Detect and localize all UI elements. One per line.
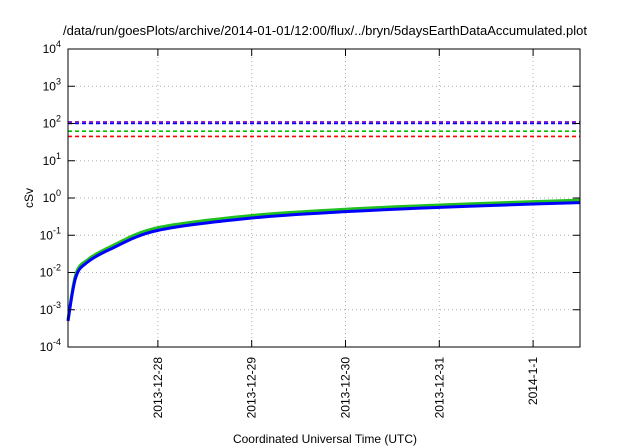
y-tick-label: 104	[43, 39, 61, 56]
y-tick-label: 103	[43, 76, 61, 93]
y-tick-exponent: -2	[53, 263, 61, 273]
y-tick-exponent: -1	[53, 225, 61, 235]
series-layer	[66, 198, 581, 322]
x-tick-label: 2013-12-29	[245, 357, 259, 419]
y-tick-label: 102	[43, 114, 61, 131]
y-tick-label: 100	[43, 188, 61, 205]
grid	[68, 49, 580, 347]
x-tick-label: 2013-12-31	[432, 357, 446, 419]
series-line	[66, 201, 581, 322]
x-axis: 2013-12-28 2013-12-29 2013-12-30 2013-12-31…	[151, 49, 540, 418]
y-tick-label: 101	[43, 151, 61, 168]
y-tick-base: 10	[40, 303, 54, 317]
y-tick-base: 10	[43, 42, 57, 56]
y-tick-exponent: 1	[56, 151, 61, 161]
x-tick-label: 2013-12-28	[151, 357, 165, 419]
x-axis-label: Coordinated Universal Time (UTC)	[233, 432, 417, 446]
y-tick-label: 10-3	[40, 300, 61, 317]
y-tick-base: 10	[43, 79, 57, 93]
y-tick-base: 10	[40, 266, 54, 280]
y-tick-exponent: 4	[56, 39, 61, 49]
y-tick-exponent: 2	[56, 114, 61, 124]
y-tick-base: 10	[43, 117, 57, 131]
y-tick-label: 10-1	[40, 225, 61, 242]
y-tick-base: 10	[43, 191, 57, 205]
y-tick-exponent: -4	[53, 337, 61, 347]
x-tick-label: 2014-1-1	[526, 357, 540, 405]
y-tick-base: 10	[40, 228, 54, 242]
y-tick-exponent: -3	[53, 300, 61, 310]
y-tick-exponent: 0	[56, 188, 61, 198]
y-axis-label: cSv	[22, 188, 36, 208]
y-tick-label: 10-4	[40, 337, 61, 354]
y-tick-base: 10	[43, 154, 57, 168]
x-tick-label: 2013-12-30	[338, 357, 352, 419]
series-line	[66, 198, 581, 320]
y-tick-exponent: 3	[56, 76, 61, 86]
chart-title: /data/run/goesPlots/archive/2014-01-01/1…	[63, 23, 587, 38]
reference-lines	[68, 121, 580, 138]
y-tick-label: 10-2	[40, 263, 61, 280]
y-tick-base: 10	[40, 340, 54, 354]
